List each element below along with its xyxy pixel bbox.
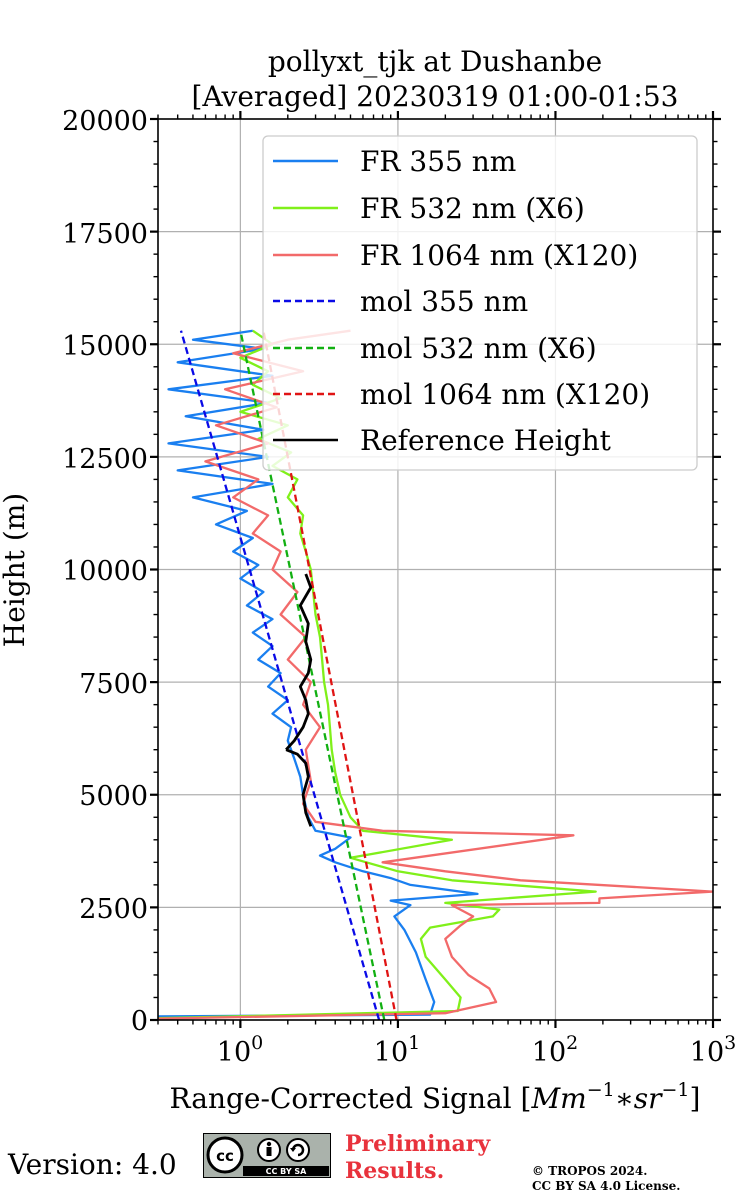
y-tick-label: 20000 (62, 106, 148, 137)
legend-label: mol 355 nm (360, 285, 528, 318)
legend-label: Reference Height (360, 424, 612, 457)
preliminary-line1: Preliminary (345, 1131, 491, 1157)
chart-title-line2: [Averaged] 20230319 01:00-01:53 (192, 80, 679, 113)
legend-label: FR 1064 nm (X120) (360, 239, 638, 272)
legend-label: mol 532 nm (X6) (360, 332, 597, 365)
x-tick-exponent: 3 (724, 1032, 736, 1054)
x-tick-base: 10 (532, 1037, 566, 1068)
y-tick-labels: 0 2500 5000 7500 10000 12500 15000 17500… (62, 106, 148, 1037)
copyright-line2: CC BY SA 4.0 License. (532, 1179, 681, 1193)
version-label: Version: 4.0 (8, 1148, 177, 1181)
cc-by-sa-license-badge: cc CC BY SA (203, 1133, 331, 1178)
x-tick-base: 10 (217, 1037, 251, 1068)
copyright-notice: © TROPOS 2024. CC BY SA 4.0 License. (532, 1164, 680, 1194)
x-axis-label-exp1: −1 (587, 1079, 615, 1101)
x-tick-base: 10 (690, 1037, 724, 1068)
x-axis-label-text: Range-Corrected Signal [ (170, 1082, 532, 1115)
lidar-profile-chart: pollyxt_tjk at Dushanbe [Averaged] 20230… (0, 45, 736, 1115)
x-tick-exponent: 2 (566, 1032, 578, 1054)
y-axis-label: Height (m) (0, 493, 31, 647)
y-tick-label: 15000 (62, 331, 148, 362)
series-line-reference-height (285, 748, 313, 827)
y-tick-label: 10000 (62, 556, 148, 587)
legend-label: FR 355 nm (360, 145, 516, 178)
y-tick-label: 17500 (62, 219, 148, 250)
svg-text:cc: cc (216, 1147, 234, 1165)
share-alike-icon (286, 1138, 310, 1162)
chart-title-line1: pollyxt_tjk at Dushanbe (268, 45, 602, 78)
y-tick-label: 7500 (79, 669, 148, 700)
preliminary-results-notice: Preliminary Results. (345, 1131, 490, 1185)
x-axis-label-exp2: −1 (662, 1079, 690, 1101)
copyright-line1: © TROPOS 2024. (532, 1164, 648, 1178)
x-axis-label-mid: ∗sr (615, 1082, 663, 1115)
series-line-fr-355-nm (158, 329, 479, 1018)
y-tick-label: 2500 (79, 894, 148, 925)
x-tick-exponent: 1 (408, 1032, 420, 1054)
legend-label: mol 1064 nm (X120) (360, 378, 650, 411)
x-axis-label: Range-Corrected Signal [Mm−1∗sr−1] (170, 1079, 701, 1115)
series-line-mol-355-nm (179, 330, 381, 1020)
x-tick-label-1e1: 101 (374, 1032, 420, 1068)
preliminary-line2: Results. (345, 1158, 445, 1184)
legend-box (262, 135, 698, 471)
x-tick-base: 10 (374, 1037, 408, 1068)
x-tick-exponent: 0 (251, 1032, 263, 1054)
y-tick-label: 0 (131, 1006, 148, 1037)
x-tick-labels: 100 101 102 103 (217, 1032, 736, 1068)
legend-label: FR 532 nm (X6) (360, 192, 585, 225)
x-tick-label-1e3: 103 (690, 1032, 736, 1068)
series-line-fr-1064-nm-x120 (158, 329, 713, 1020)
plot-frame (157, 118, 714, 1021)
cc-icon (206, 1136, 244, 1174)
series-line-reference-height (285, 573, 313, 751)
license-badge-text: CC BY SA (266, 1167, 308, 1176)
x-axis-label-close: ] (690, 1082, 701, 1115)
y-tick-label: 5000 (79, 781, 148, 812)
x-axis-label-unit: Mm (530, 1082, 586, 1115)
x-tick-label-1e0: 100 (217, 1032, 263, 1068)
legend: FR 355 nm FR 532 nm (X6) FR 1064 nm (X12… (262, 135, 698, 471)
y-tick-label: 12500 (62, 444, 148, 475)
x-tick-label-1e2: 102 (532, 1032, 578, 1068)
